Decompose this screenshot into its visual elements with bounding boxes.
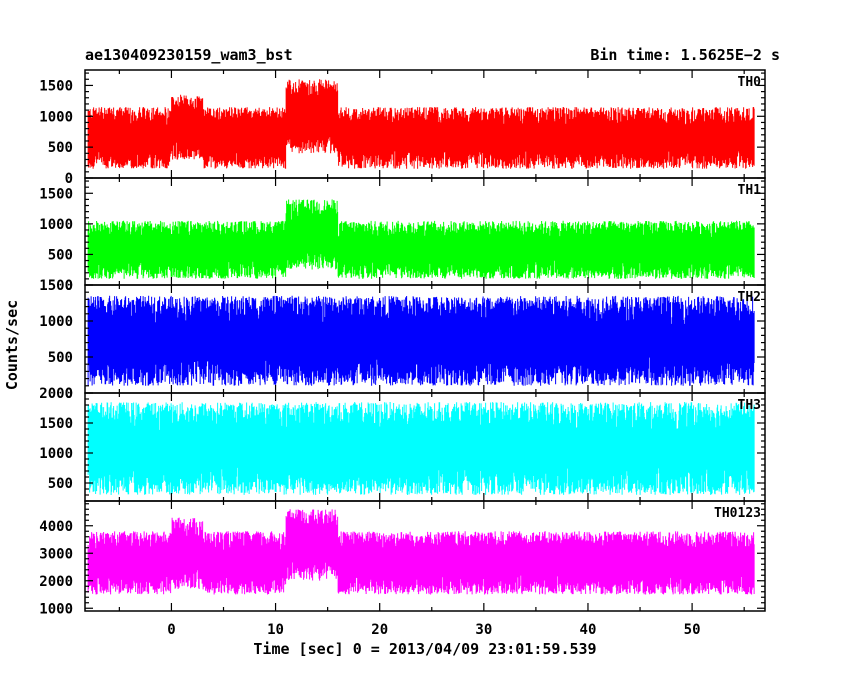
series-th2: [87, 295, 755, 386]
y-tick-label: 1500: [39, 186, 73, 202]
panel-th2: 0 500 1000 1500 TH2: [39, 278, 766, 402]
y-tick-label: 1000: [39, 601, 73, 617]
y-tick-label: 1000: [39, 446, 73, 462]
y-tick-label: 500: [48, 247, 73, 263]
panel-label-th3: TH3: [738, 398, 761, 413]
series-th0: [87, 79, 755, 169]
y-tick-label: 500: [48, 350, 73, 366]
y-tick-label: 1000: [39, 217, 73, 233]
y-tick-label: 0: [65, 171, 73, 187]
series-th0123: [87, 509, 755, 595]
panel-th0: 0 500 1000 1500 TH0: [39, 69, 766, 187]
panel-th0123: 1000 2000 3000 4000 TH0123: [39, 500, 766, 617]
panel-label-th0: TH0: [738, 75, 762, 90]
x-tick-label: 50: [684, 622, 701, 638]
y-tick-label: 3000: [39, 546, 73, 562]
left-title: ae130409230159_wam3_bst: [85, 46, 293, 64]
series-th1: [87, 199, 755, 279]
x-tick-label: 30: [475, 622, 492, 638]
x-tick-label: 0: [167, 622, 175, 638]
y-tick-label: 1500: [39, 416, 73, 432]
panel-th1: 0 500 1000 1500 TH1: [39, 177, 766, 294]
y-tick-label: 0: [65, 386, 73, 402]
panel-label-th0123: TH0123: [714, 506, 761, 521]
y-axis-title: Counts/sec: [3, 300, 21, 390]
y-tick-label: 4000: [39, 519, 73, 535]
panel-frame: [84, 500, 766, 612]
x-tick-label: 40: [580, 622, 597, 638]
y-tick-label: 1500: [39, 78, 73, 94]
series-th3: [87, 402, 755, 495]
y-tick-label: 2000: [39, 574, 73, 590]
panel-label-th2: TH2: [738, 290, 761, 305]
x-tick-label: 10: [267, 622, 284, 638]
x-axis-title: Time [sec] 0 = 2013/04/09 23:01:59.539: [253, 640, 596, 658]
y-tick-label: 0: [65, 278, 73, 294]
y-tick-label: 500: [48, 476, 73, 492]
y-tick-label: 2000: [39, 386, 73, 402]
y-tick-label: 500: [48, 140, 73, 156]
y-tick-label: 1000: [39, 109, 73, 125]
y-tick-label: 1500: [39, 278, 73, 294]
y-tick-label: 1000: [39, 314, 73, 330]
bin-time-label: Bin time: 1.5625E−2 s: [590, 46, 780, 64]
panel-th3: 500 1000 1500 2000 TH3: [39, 386, 766, 502]
panel-label-th1: TH1: [738, 183, 762, 198]
x-tick-label: 20: [371, 622, 388, 638]
